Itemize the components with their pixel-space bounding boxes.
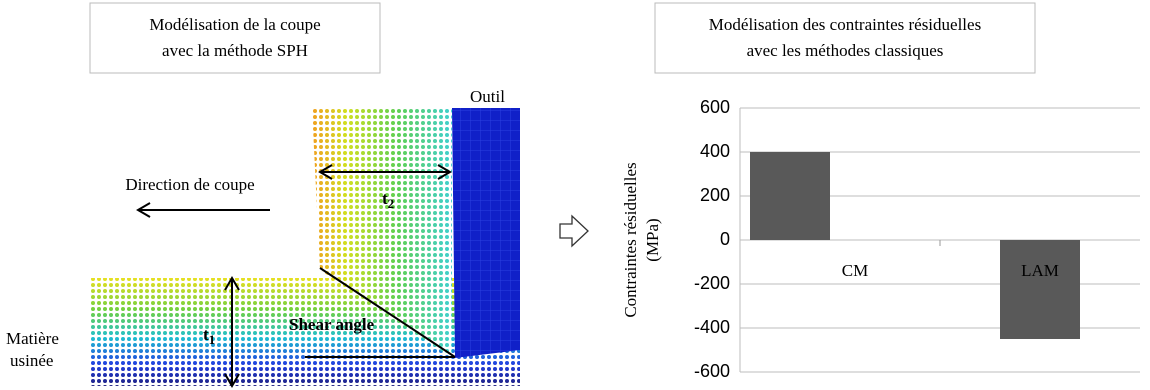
x-tick-label: LAM (1021, 261, 1059, 280)
tool-label: Outil (470, 87, 505, 106)
y-axis-label: (MPa) (643, 218, 662, 261)
title-box (89, 2, 381, 74)
arrows (136, 164, 456, 388)
tool (452, 108, 520, 358)
y-tick-label: 0 (720, 229, 730, 249)
y-tick-label: -400 (694, 317, 730, 337)
direction-label: Direction de coupe (125, 175, 254, 194)
t1-label: t1 (203, 325, 215, 347)
y-tick-label: 200 (700, 185, 730, 205)
title-box (654, 2, 1036, 74)
shear-label: Shear angle (289, 315, 375, 334)
chart-title: Modélisation des contraintes résiduelles (709, 15, 981, 34)
bar (1000, 240, 1080, 339)
y-tick-label: -600 (694, 361, 730, 381)
y-tick-label: -200 (694, 273, 730, 293)
y-tick-label: 400 (700, 141, 730, 161)
x-tick-label: CM (842, 261, 868, 280)
diagram-title: Modélisation de la coupe (149, 15, 320, 34)
bar (750, 152, 830, 240)
chart-title: avec les méthodes classiques (747, 41, 944, 60)
y-axis-label: Contraintes résiduelles (621, 162, 640, 317)
material-label: usinée (10, 351, 53, 370)
material-label: Matière (6, 329, 59, 348)
diagram-title: avec la méthode SPH (162, 41, 308, 60)
particles (90, 108, 520, 386)
flow-arrow (559, 214, 589, 248)
t2-label: t2 (382, 189, 394, 211)
y-tick-label: 600 (700, 97, 730, 117)
